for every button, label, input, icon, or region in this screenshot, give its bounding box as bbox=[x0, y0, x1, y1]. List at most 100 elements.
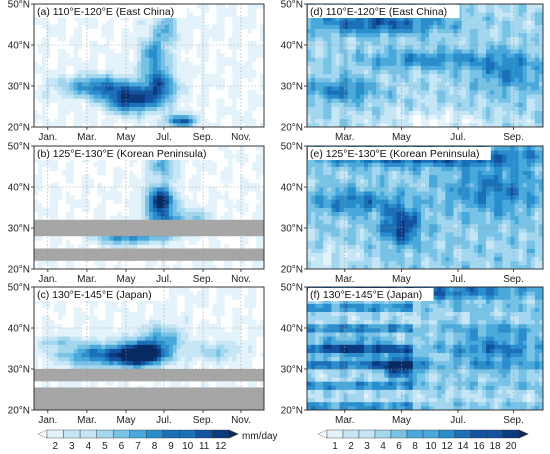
heatmap-cell bbox=[200, 340, 205, 345]
heatmap-cell bbox=[240, 348, 245, 353]
heatmap-cell bbox=[412, 77, 418, 83]
heatmap-cell bbox=[125, 32, 130, 38]
heatmap-cell bbox=[315, 81, 320, 87]
heatmap-cell bbox=[164, 319, 170, 325]
heatmap-cell bbox=[141, 69, 146, 75]
heatmap-cell bbox=[311, 98, 316, 103]
heatmap-cell bbox=[109, 336, 114, 341]
heatmap-cell bbox=[141, 344, 146, 349]
heatmap-cell bbox=[152, 20, 158, 25]
heatmap-cell bbox=[200, 118, 205, 124]
heatmap-cell bbox=[184, 69, 190, 75]
heatmap-cell bbox=[408, 110, 414, 116]
heatmap-cell bbox=[172, 166, 178, 171]
heatmap-cell bbox=[137, 307, 142, 312]
heatmap-cell bbox=[176, 191, 182, 196]
heatmap-cell bbox=[343, 20, 349, 25]
heatmap-cell bbox=[117, 199, 122, 204]
heatmap-cell bbox=[331, 20, 336, 25]
heatmap-cell bbox=[441, 77, 446, 83]
heatmap-cell bbox=[69, 57, 75, 62]
heatmap-cell bbox=[133, 336, 138, 341]
heatmap-cell bbox=[477, 110, 483, 116]
heatmap-cell bbox=[125, 45, 130, 50]
heatmap-cell bbox=[65, 195, 71, 200]
heatmap-cell bbox=[453, 122, 458, 127]
heatmap-cell bbox=[384, 86, 389, 91]
heatmap-cell bbox=[236, 90, 241, 95]
heatmap-cell bbox=[49, 240, 55, 245]
heatmap-cell bbox=[244, 207, 249, 212]
heatmap-cell bbox=[149, 195, 154, 200]
heatmap-cell bbox=[372, 49, 377, 54]
heatmap-cell bbox=[141, 118, 146, 124]
heatmap-cell bbox=[113, 178, 118, 184]
heatmap-cell bbox=[400, 40, 406, 46]
heatmap-cell bbox=[343, 28, 349, 34]
heatmap-cell bbox=[172, 215, 178, 221]
heatmap-cell bbox=[420, 81, 426, 87]
heatmap-cell bbox=[113, 174, 118, 180]
heatmap-cell bbox=[323, 98, 328, 103]
heatmap-cell bbox=[236, 311, 241, 317]
heatmap-cell bbox=[184, 356, 190, 362]
heatmap-cell bbox=[449, 65, 454, 70]
heatmap-cell bbox=[429, 102, 434, 107]
heatmap-cell bbox=[34, 65, 39, 70]
heatmap-cell bbox=[457, 12, 463, 17]
heatmap-cell bbox=[441, 110, 446, 116]
heatmap-cell bbox=[129, 98, 134, 103]
heatmap-cell bbox=[129, 340, 134, 345]
heatmap-cell bbox=[81, 86, 86, 91]
heatmap-cell bbox=[149, 94, 154, 99]
heatmap-cell bbox=[449, 118, 454, 124]
heatmap-cell bbox=[117, 195, 122, 200]
heatmap-cell bbox=[420, 90, 426, 95]
heatmap-cell bbox=[192, 16, 197, 21]
heatmap-cell bbox=[339, 102, 345, 107]
heatmap-cell bbox=[200, 94, 205, 99]
heatmap-cell bbox=[152, 328, 158, 333]
heatmap-cell bbox=[473, 81, 479, 87]
heatmap-cell bbox=[85, 102, 90, 107]
heatmap-cell bbox=[204, 381, 209, 386]
heatmap-cell bbox=[400, 106, 406, 111]
heatmap-cell bbox=[392, 49, 397, 54]
heatmap-cell bbox=[172, 110, 178, 116]
heatmap-cell bbox=[149, 32, 154, 38]
heatmap-cell bbox=[200, 215, 205, 221]
heatmap-cell bbox=[461, 45, 467, 50]
heatmap-cell bbox=[315, 98, 320, 103]
heatmap-cell bbox=[400, 16, 406, 21]
heatmap-cell bbox=[465, 102, 471, 107]
heatmap-cell bbox=[192, 260, 197, 266]
heatmap-cell bbox=[41, 98, 47, 103]
heatmap-cell bbox=[41, 110, 47, 116]
heatmap-cell bbox=[168, 86, 174, 91]
heatmap-cell bbox=[145, 162, 150, 167]
heatmap-cell bbox=[372, 118, 377, 124]
heatmap-cell bbox=[180, 236, 186, 241]
heatmap-cell bbox=[156, 207, 162, 212]
heatmap-cell bbox=[392, 36, 397, 42]
heatmap-cell bbox=[260, 240, 264, 245]
heatmap-cell bbox=[133, 236, 138, 241]
heatmap-cell bbox=[188, 94, 194, 99]
heatmap-cell bbox=[73, 86, 79, 91]
heatmap-cell bbox=[408, 65, 414, 70]
heatmap-cell bbox=[125, 244, 130, 249]
heatmap-cell bbox=[236, 344, 241, 349]
heatmap-cell bbox=[125, 57, 130, 62]
heatmap-cell bbox=[168, 191, 174, 196]
heatmap-cell bbox=[216, 287, 221, 292]
heatmap-cell bbox=[244, 114, 249, 120]
heatmap-cell bbox=[109, 53, 114, 58]
heatmap-cell bbox=[216, 195, 221, 200]
heatmap-cell bbox=[152, 106, 158, 111]
heatmap-cell bbox=[192, 114, 197, 120]
heatmap-cell bbox=[152, 28, 158, 34]
heatmap-cell bbox=[315, 45, 320, 50]
heatmap-cell bbox=[164, 162, 170, 167]
heatmap-cell bbox=[188, 73, 194, 79]
heatmap-cell bbox=[477, 40, 483, 46]
